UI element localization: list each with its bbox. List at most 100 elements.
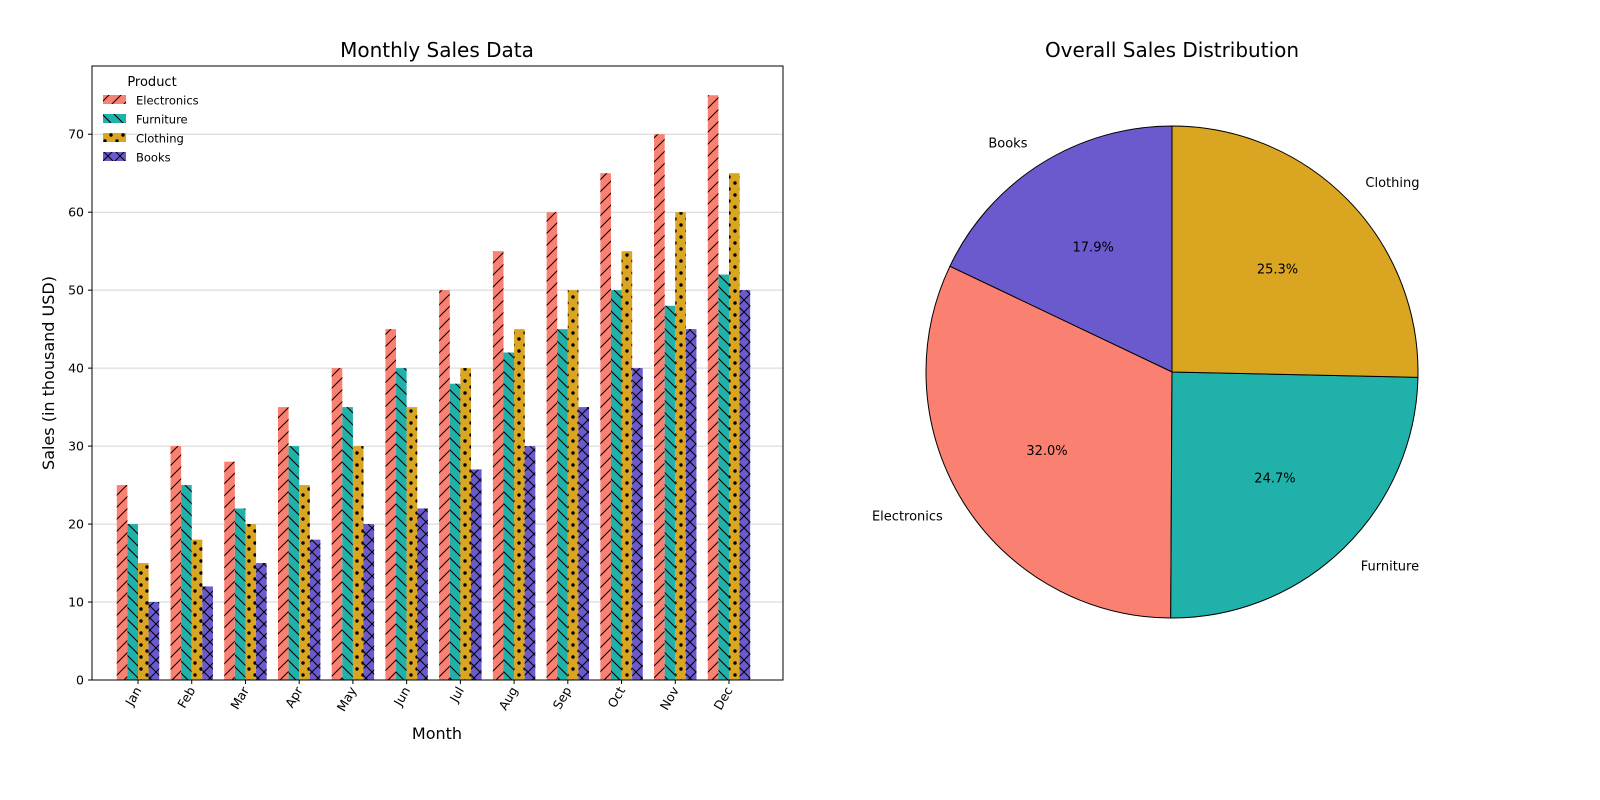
x-tick-label: Sep	[550, 684, 575, 712]
x-tick-label: Apr	[282, 683, 306, 710]
pie-slice-books	[949, 125, 1173, 373]
bar-chart-gridlines	[92, 133, 783, 603]
y-tick-label: 20	[68, 517, 84, 532]
x-tick-label: Jul	[446, 684, 467, 705]
bar-hatch	[664, 305, 676, 680]
bar-electronics-feb	[170, 446, 182, 680]
bar-hatch	[739, 290, 751, 680]
bar-hatch	[492, 251, 504, 680]
bar-electronics-nov	[654, 134, 665, 680]
x-tick-label: Aug	[495, 684, 520, 713]
bar-books-apr	[309, 539, 321, 680]
legend-label: Furniture	[136, 113, 188, 127]
pie-chart-labels: Books 17.9% Electronics 32.0% Furniture 24.7%…	[872, 137, 1420, 575]
bar-chart-legend: Product Electronics Furniture Clothing Book…	[103, 75, 199, 165]
bar-clothing-jan	[138, 563, 149, 680]
bar-hatch	[256, 563, 267, 680]
x-tick-label: May	[334, 683, 360, 713]
bar-clothing-jul	[460, 368, 471, 680]
bar-hatch	[524, 446, 536, 680]
bar-hatch	[138, 563, 149, 680]
legend-label: Electronics	[136, 94, 199, 108]
legend-label: Books	[136, 151, 171, 165]
bar-hatch	[352, 446, 364, 680]
bar-clothing-mar	[245, 524, 257, 680]
y-tick-label: 30	[68, 439, 84, 454]
bar-hatch	[632, 368, 643, 680]
legend-swatch-hatch	[103, 114, 126, 123]
bar-hatch	[299, 485, 310, 680]
bar-hatch	[288, 446, 300, 680]
bar-furniture-jan	[127, 524, 138, 680]
bar-chart-y-ticks: 0 10 20 30 40 50 60 70	[68, 127, 92, 688]
y-tick-label: 60	[68, 205, 84, 220]
pie-label-clothing: Clothing	[1365, 176, 1419, 191]
bar-hatch	[406, 407, 418, 680]
bar-furniture-oct	[610, 290, 622, 680]
bar-hatch	[181, 485, 192, 680]
bar-electronics-jan	[116, 485, 128, 680]
bar-hatch	[234, 508, 246, 680]
y-tick-label: 0	[76, 673, 84, 688]
legend-label: Clothing	[136, 132, 184, 146]
bar-hatch	[148, 602, 160, 680]
x-tick-label: Jun	[390, 684, 413, 709]
x-tick-label: Mar	[227, 683, 252, 712]
bar-hatch	[685, 329, 697, 680]
y-tick-label: 70	[68, 127, 84, 142]
bar-books-dec	[739, 290, 751, 680]
bar-furniture-feb	[181, 485, 192, 680]
bar-hatch	[363, 524, 375, 680]
bar-electronics-dec	[707, 95, 719, 680]
legend-title: Product	[127, 75, 176, 90]
bar-hatch	[202, 586, 213, 680]
bar-hatch	[600, 173, 611, 680]
bar-electronics-may	[331, 368, 343, 680]
legend-swatch-hatch	[103, 95, 126, 104]
pie-chart-slices	[925, 125, 1419, 619]
bar-hatch	[621, 251, 633, 680]
bar-chart-bars	[116, 95, 751, 680]
bar-hatch	[245, 524, 257, 680]
bar-furniture-jun	[396, 368, 407, 680]
bar-chart-axes-frame	[91, 65, 784, 681]
bar-hatch	[460, 368, 471, 680]
bar-clothing-may	[352, 446, 364, 680]
bar-hatch	[116, 485, 128, 680]
bar-hatch	[385, 329, 397, 680]
bar-clothing-nov	[675, 212, 686, 680]
bar-hatch	[191, 539, 203, 680]
pie-percent-electronics: 32.0%	[1026, 444, 1067, 459]
bar-clothing-dec	[729, 173, 740, 680]
bar-books-feb	[202, 586, 213, 680]
bar-hatch	[342, 407, 353, 680]
bar-books-sep	[578, 407, 590, 680]
legend-item-furniture: Furniture	[103, 113, 188, 127]
bar-electronics-mar	[224, 461, 235, 680]
bar-furniture-may	[342, 407, 353, 680]
bar-furniture-sep	[557, 329, 568, 680]
bar-clothing-jun	[406, 407, 418, 680]
legend-swatch-hatch	[103, 133, 126, 142]
legend-item-clothing: Clothing	[103, 132, 184, 146]
bar-furniture-nov	[664, 305, 676, 680]
bar-books-jun	[417, 508, 428, 680]
y-tick-label: 40	[68, 361, 84, 376]
bar-electronics-jun	[385, 329, 397, 680]
legend-item-electronics: Electronics	[103, 94, 199, 108]
bar-clothing-sep	[567, 290, 579, 680]
bar-furniture-aug	[503, 352, 515, 680]
pie-slice-electronics	[925, 265, 1173, 619]
bar-books-aug	[524, 446, 536, 680]
bar-chart-x-axis-label: Month	[412, 724, 462, 743]
bar-hatch	[170, 446, 182, 680]
bar-books-nov	[685, 329, 697, 680]
bar-furniture-dec	[718, 274, 729, 680]
bar-hatch	[514, 329, 525, 680]
bar-hatch	[309, 539, 321, 680]
bar-hatch	[224, 461, 235, 680]
bar-books-jul	[470, 469, 482, 680]
bar-hatch	[729, 173, 740, 680]
y-tick-label: 10	[68, 595, 84, 610]
bar-hatch	[503, 352, 515, 680]
